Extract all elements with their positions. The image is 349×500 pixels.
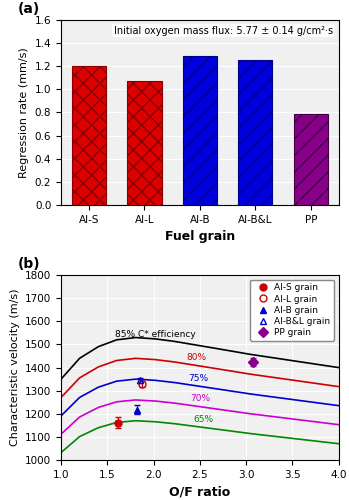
X-axis label: Fuel grain: Fuel grain [165, 230, 235, 243]
Bar [294, 114, 328, 205]
Bar [238, 60, 273, 205]
Legend: Al-S grain, Al-L grain, Al-B grain, Al-B&L grain, PP grain: Al-S grain, Al-L grain, Al-B grain, Al-B… [250, 280, 334, 341]
Bar [72, 66, 106, 205]
Text: 70%: 70% [191, 394, 211, 404]
Y-axis label: Regression rate (mm/s): Regression rate (mm/s) [19, 47, 29, 178]
Y-axis label: Characteristic velocity (m/s): Characteristic velocity (m/s) [9, 289, 20, 446]
Text: Initial oxygen mass flux: 5.77 ± 0.14 g/cm²·s: Initial oxygen mass flux: 5.77 ± 0.14 g/… [114, 26, 333, 36]
Text: (b): (b) [18, 258, 41, 272]
Text: 75%: 75% [189, 374, 209, 383]
Bar [127, 81, 162, 205]
Bar [183, 56, 217, 205]
Text: 85% C* efficiency: 85% C* efficiency [115, 330, 195, 338]
Text: 80%: 80% [186, 353, 206, 362]
Text: (a): (a) [18, 2, 40, 16]
X-axis label: O/F ratio: O/F ratio [169, 486, 230, 498]
Text: 65%: 65% [193, 415, 214, 424]
